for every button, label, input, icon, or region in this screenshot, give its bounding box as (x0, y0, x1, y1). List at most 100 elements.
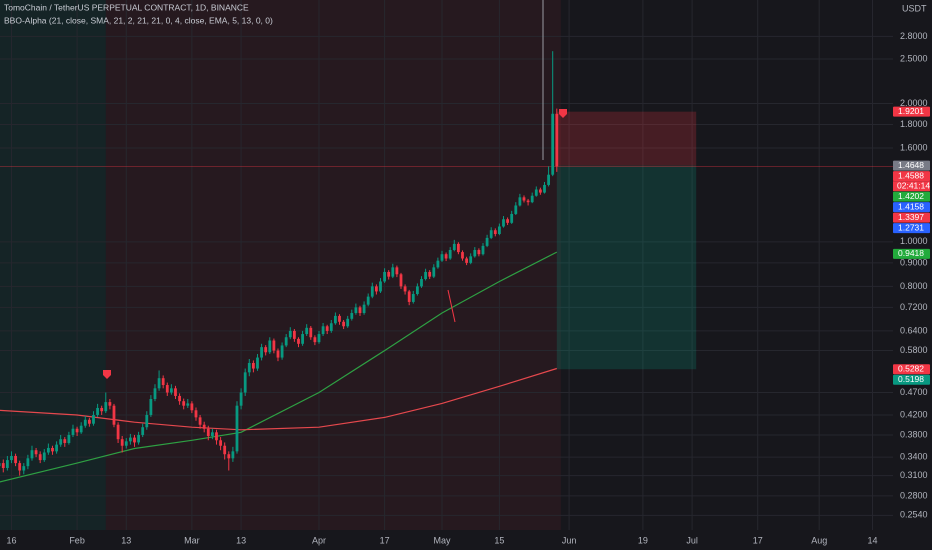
chart-title: TomoChain / TetherUS PERPETUAL CONTRACT,… (4, 2, 249, 12)
candle-body (538, 189, 542, 193)
candle-body (1, 463, 5, 468)
candle-body (55, 444, 58, 452)
candle-body (292, 330, 296, 339)
candle-body (362, 304, 366, 314)
candle-body (514, 205, 518, 214)
candle-body (243, 372, 247, 393)
y-tick-label: 0.5800 (900, 345, 928, 355)
x-tick-label: 13 (121, 535, 131, 545)
candle-body (366, 296, 370, 305)
price-tag (893, 202, 930, 213)
candle-body (194, 410, 198, 418)
candle-body (428, 271, 432, 277)
candle-body (387, 271, 391, 277)
candle-body (51, 447, 54, 452)
price-tag-label: 0.5282 (898, 363, 924, 373)
price-tag-label: 1.9201 (898, 106, 924, 116)
countdown: 02:41:14 (897, 180, 930, 190)
price-tag (893, 248, 930, 259)
price-tag (893, 223, 930, 234)
candle-body (461, 252, 464, 259)
candle-body (223, 445, 227, 455)
candle-body (14, 455, 17, 464)
candle-body (276, 350, 280, 358)
candle-body (342, 321, 345, 327)
candle-body (301, 334, 304, 344)
candle-body (379, 281, 382, 292)
candle-body (239, 392, 243, 406)
y-tick-label: 0.3400 (900, 452, 928, 462)
candle-body (407, 291, 411, 302)
candle-body (555, 113, 559, 167)
candle-body (38, 454, 42, 461)
candle-body (350, 313, 354, 319)
candle-body (227, 454, 231, 459)
candle-body (481, 245, 485, 255)
time-axis (0, 530, 932, 550)
candle-body (141, 427, 145, 435)
candle-body (395, 267, 399, 275)
x-tick-label: 17 (753, 535, 763, 545)
price-tag-label: 1.4158 (898, 201, 924, 211)
y-tick-label: 1.8000 (900, 119, 928, 129)
price-axis (893, 0, 932, 550)
target-zone (556, 165, 697, 370)
candle-body (157, 378, 161, 389)
candle-body (456, 243, 460, 253)
candle-body (444, 254, 448, 259)
candle-body (284, 337, 288, 346)
candle-body (264, 347, 268, 353)
candle-body (309, 327, 313, 338)
candle-body (530, 195, 534, 203)
candle-body (219, 440, 222, 446)
candle-body (104, 402, 108, 412)
y-tick-label: 0.7200 (900, 302, 928, 312)
signal-arrow (447, 289, 456, 323)
candle-body (182, 401, 186, 406)
x-tick-label: 14 (867, 535, 877, 545)
x-tick-label: 19 (638, 535, 648, 545)
candle-body (370, 286, 374, 297)
price-tag (893, 160, 930, 171)
candle-body (22, 466, 26, 471)
price-tag (893, 171, 930, 182)
candle-body (116, 424, 120, 440)
price-tag (893, 212, 930, 223)
candle-body (469, 256, 473, 263)
candle-body (235, 405, 239, 452)
candle-body (0, 463, 1, 467)
y-tick-label: 0.2800 (900, 490, 928, 500)
candle-body (169, 388, 173, 393)
price-tag (893, 106, 930, 117)
candle-body (547, 174, 550, 185)
x-tick-label: Jul (686, 535, 698, 545)
x-tick-label: Feb (69, 535, 85, 545)
candle-body (174, 388, 177, 396)
x-tick-label: May (433, 535, 451, 545)
price-tag (893, 191, 930, 202)
candle-body (272, 340, 276, 351)
price-tag-label: 0.9418 (898, 248, 924, 258)
candle-body (87, 419, 91, 424)
candle-body (92, 414, 95, 424)
candle-body (10, 455, 13, 461)
candle-body (178, 395, 181, 402)
candle-body (71, 428, 75, 435)
x-tick-label: Aug (811, 535, 827, 545)
candle-body (128, 437, 132, 442)
y-tick-label: 0.3800 (900, 429, 928, 439)
plot-area (0, 0, 893, 530)
candle-body (145, 414, 149, 428)
candle-body (268, 340, 272, 353)
candle-body (34, 450, 38, 455)
x-tick-label: 15 (494, 535, 504, 545)
y-tick-label: 1.0000 (900, 236, 928, 246)
candle-body (518, 197, 522, 206)
candle-body (415, 286, 419, 295)
candle-body (477, 249, 481, 255)
candle-body (251, 362, 255, 369)
candle-body (280, 345, 284, 358)
candle-body (231, 451, 235, 459)
